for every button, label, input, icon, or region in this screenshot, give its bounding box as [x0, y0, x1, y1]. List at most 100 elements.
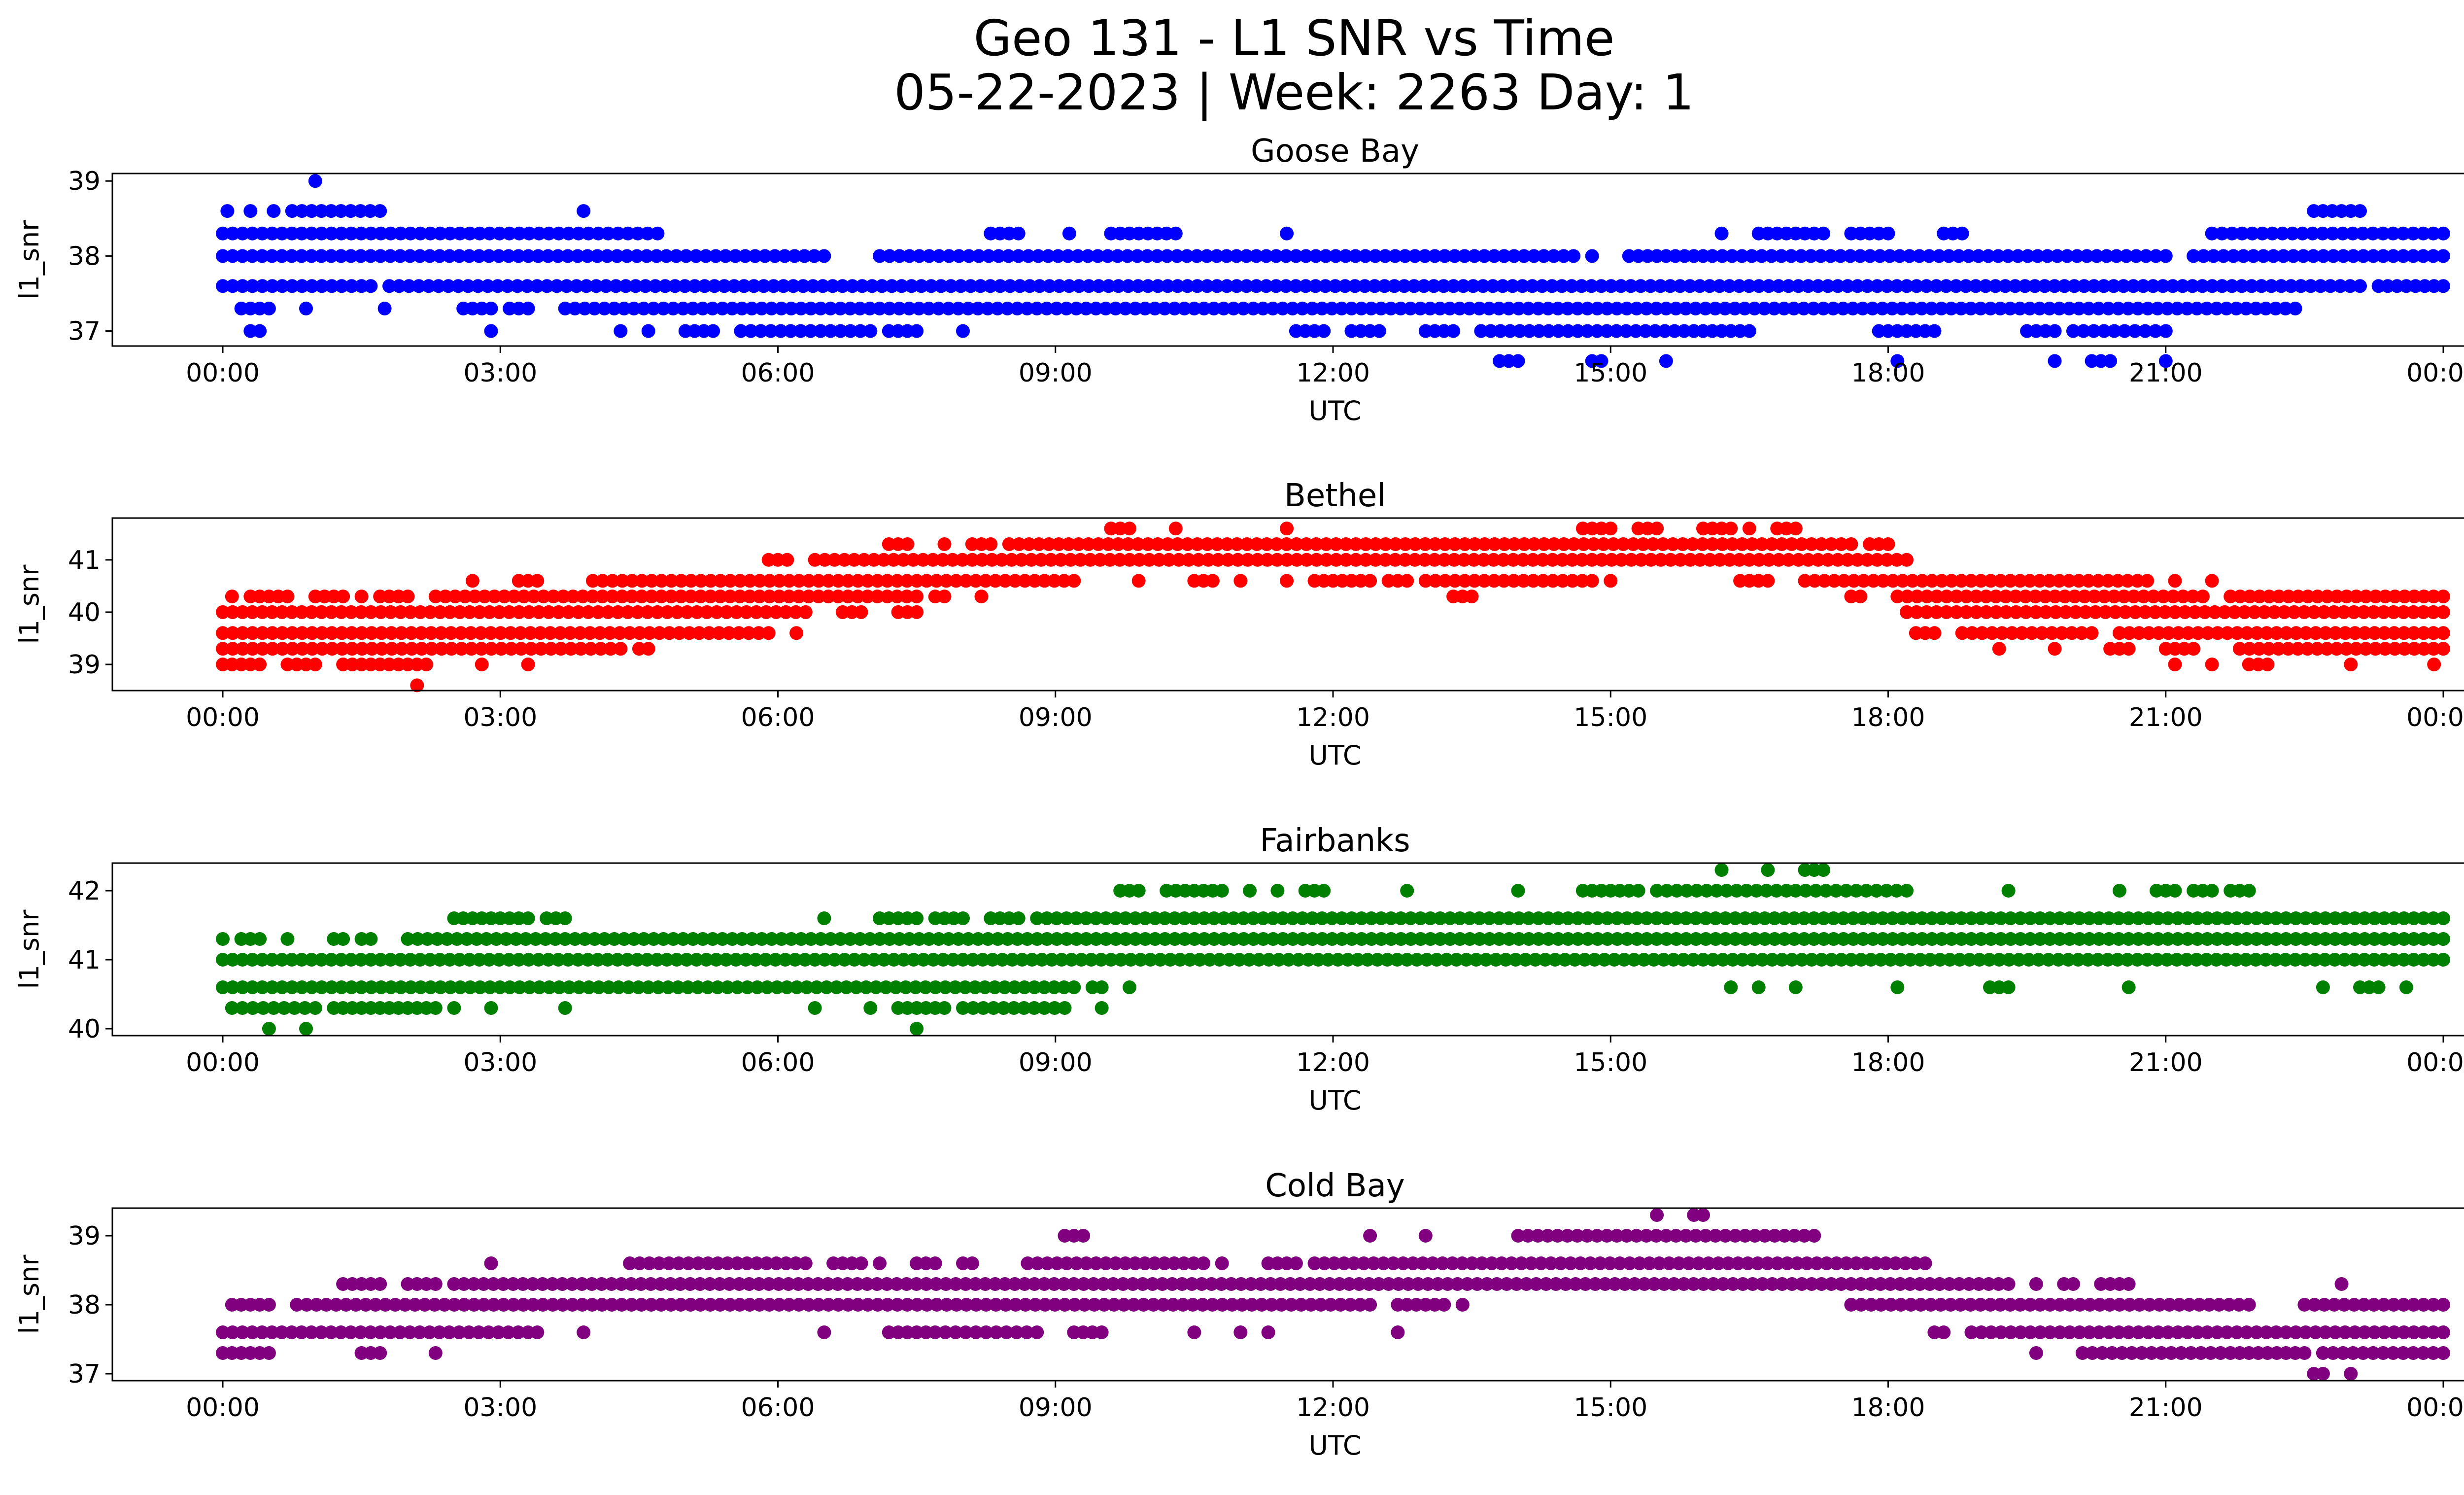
data-point — [1666, 953, 1680, 967]
data-point — [2366, 1346, 2380, 1360]
data-point — [2357, 605, 2371, 619]
data-point — [423, 980, 438, 994]
data-point — [506, 1277, 520, 1291]
data-point — [448, 590, 462, 604]
data-point — [605, 574, 619, 588]
data-point — [1087, 1298, 1101, 1312]
data-point — [575, 1277, 589, 1291]
data-point — [711, 1256, 725, 1270]
data-point — [922, 301, 936, 315]
data-point — [988, 1277, 1002, 1291]
data-point — [354, 605, 368, 619]
data-point — [359, 1298, 373, 1312]
data-point — [887, 953, 901, 967]
data-point — [1027, 980, 1041, 994]
data-point — [1883, 1277, 1897, 1291]
data-point — [1689, 932, 1703, 946]
data-point — [275, 226, 289, 241]
data-point — [2249, 301, 2263, 315]
data-point — [863, 932, 877, 946]
data-point — [216, 279, 230, 293]
data-point — [1561, 932, 1575, 946]
data-point — [1550, 1229, 1565, 1243]
data-point — [565, 1277, 579, 1291]
data-point — [2353, 279, 2367, 293]
data-point — [847, 553, 861, 567]
data-point — [1923, 953, 1937, 967]
data-point — [1482, 911, 1497, 925]
data-point — [2278, 953, 2293, 967]
data-point — [1819, 1256, 1834, 1270]
data-point — [835, 279, 850, 293]
data-point — [2353, 204, 2367, 218]
data-point — [1270, 553, 1284, 567]
data-point — [443, 605, 457, 619]
data-point — [991, 932, 1005, 946]
data-point — [2245, 226, 2259, 241]
data-point — [1924, 301, 1939, 315]
data-point — [1215, 1298, 1230, 1312]
data-point — [2155, 1346, 2168, 1360]
data-point — [403, 1325, 417, 1339]
data-point — [1605, 553, 1619, 567]
data-point — [1000, 932, 1015, 946]
data-point — [1005, 953, 1020, 967]
data-point — [1196, 1298, 1210, 1312]
data-point — [2407, 642, 2421, 656]
data-point — [1217, 301, 1231, 315]
data-point — [1386, 1256, 1401, 1270]
data-point — [295, 279, 309, 293]
data-point — [2085, 1346, 2099, 1360]
data-point — [2108, 605, 2122, 619]
data-point — [811, 1277, 825, 1291]
data-point — [486, 1298, 501, 1312]
data-point — [1170, 537, 1185, 551]
data-point — [1349, 537, 1363, 551]
data-point — [1913, 1277, 1927, 1291]
data-point — [315, 279, 329, 293]
data-point — [1620, 301, 1634, 315]
x-tick-label: 15:00 — [1574, 1393, 1647, 1423]
data-point — [295, 605, 309, 619]
data-point — [1532, 932, 1546, 946]
data-point — [1874, 1298, 1888, 1312]
data-point — [1643, 1256, 1656, 1270]
data-point — [2164, 1346, 2178, 1360]
data-point — [1348, 249, 1363, 263]
data-point — [1064, 953, 1079, 967]
data-point — [762, 574, 777, 588]
data-point — [1276, 911, 1290, 925]
data-point — [1755, 1277, 1770, 1291]
data-point — [305, 279, 319, 293]
data-point — [1718, 932, 1733, 946]
data-point — [860, 574, 875, 588]
data-point — [513, 626, 528, 640]
data-point — [1949, 605, 1963, 619]
data-point — [979, 1298, 993, 1312]
data-point — [920, 1298, 934, 1312]
data-point — [522, 226, 536, 241]
data-point — [1319, 553, 1334, 567]
data-point — [1041, 249, 1055, 263]
data-point — [2259, 911, 2273, 925]
data-point — [472, 1325, 486, 1339]
data-point — [2387, 932, 2401, 946]
data-point — [1207, 911, 1221, 925]
x-axis-label: UTC — [1308, 1430, 1361, 1461]
data-point — [1024, 553, 1038, 567]
data-point — [1299, 279, 1313, 293]
data-point — [1048, 1298, 1062, 1312]
data-point — [942, 932, 956, 946]
data-point — [744, 324, 758, 338]
data-point — [1979, 279, 1993, 293]
data-point — [1138, 911, 1152, 925]
data-point — [2053, 1298, 2067, 1312]
data-point — [1600, 301, 1614, 315]
data-point — [937, 1001, 952, 1015]
data-point — [2242, 884, 2256, 898]
data-point — [493, 626, 508, 640]
data-point — [2092, 932, 2106, 946]
data-point — [1220, 249, 1234, 263]
data-point — [833, 324, 848, 338]
data-point — [454, 626, 468, 640]
